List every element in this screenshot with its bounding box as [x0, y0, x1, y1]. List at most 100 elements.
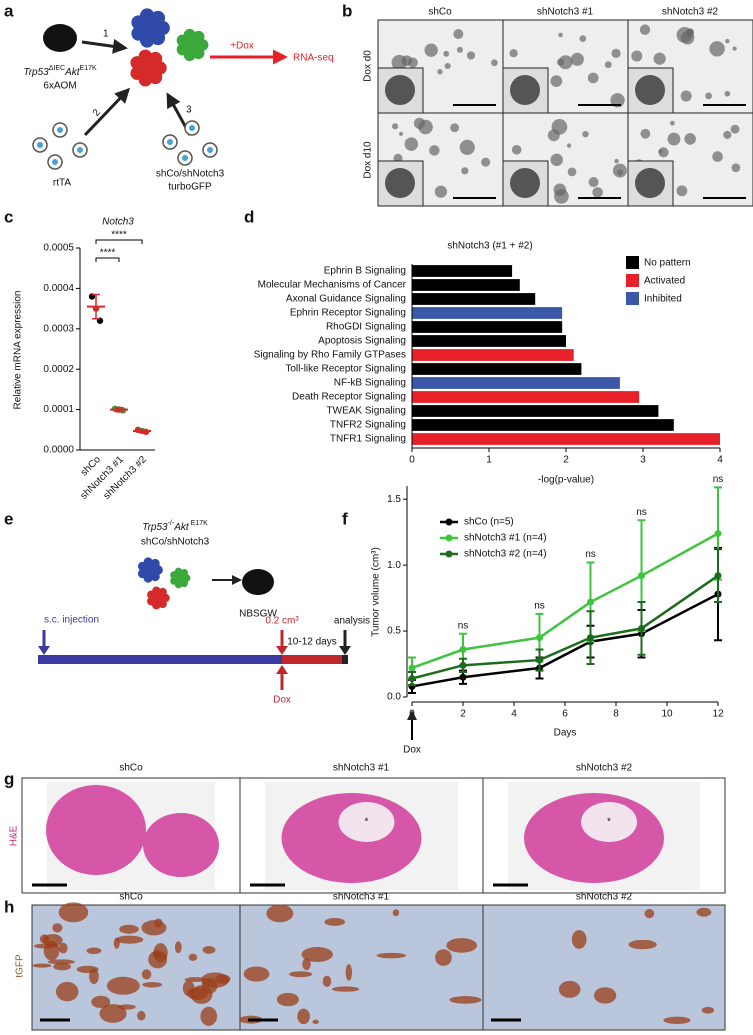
significance-bracket	[95, 257, 120, 262]
organoid	[511, 144, 522, 155]
legend-label: Activated	[644, 276, 685, 287]
gene: Akt	[64, 67, 81, 78]
y-tick-label: 0.0003	[43, 323, 74, 334]
point	[638, 572, 645, 580]
category-label: NF-kB Signaling	[334, 378, 406, 389]
x-tick-label: 12	[712, 709, 724, 720]
bar	[412, 363, 582, 375]
chart-title: shNotch3 (#1 + #2)	[447, 241, 532, 252]
x-tick-label: 1	[486, 455, 492, 466]
organoid	[676, 185, 688, 197]
stain	[91, 995, 111, 1008]
stain	[297, 1008, 310, 1025]
organoid	[680, 90, 692, 102]
organoid	[547, 129, 560, 142]
panel-e: Trp53-/-Akt E17K shCo/shNotch3 NBSGW s.c.…	[38, 520, 370, 706]
organoid	[558, 55, 573, 70]
column-title: shNotch3 #1	[333, 892, 390, 903]
inset-organoid	[635, 168, 665, 198]
column-title: shCo	[119, 892, 143, 903]
ihc-image	[482, 904, 726, 1031]
host-label: NBSGW	[239, 609, 277, 620]
vector-label: turboGFP	[168, 182, 212, 193]
stain	[58, 902, 89, 923]
stain	[148, 950, 168, 969]
stain	[141, 969, 152, 980]
bar	[412, 349, 574, 361]
bar	[412, 391, 640, 403]
row-label: Dox d0	[363, 50, 374, 82]
legend-label: shNotch3 #2 (n=4)	[464, 549, 547, 560]
stain	[644, 909, 655, 919]
stain	[266, 904, 294, 923]
point	[638, 624, 645, 632]
significance-label: ns	[458, 620, 469, 631]
category-label: TWEAK Signaling	[327, 406, 406, 417]
stain	[449, 996, 482, 1004]
threshold-label: 0.2 cm³	[265, 616, 299, 627]
organoid	[429, 145, 440, 156]
legend-marker	[445, 534, 453, 542]
vector-label: shCo/shNotch3	[141, 537, 210, 548]
stain	[174, 941, 182, 954]
timeline-end	[342, 655, 348, 664]
superscript: -/-	[168, 520, 175, 527]
stain	[117, 1004, 136, 1010]
y-tick-label: 0.0004	[43, 283, 74, 294]
organoid	[639, 24, 651, 35]
gene: Akt	[173, 522, 190, 533]
y-tick-label: 1.5	[387, 494, 401, 505]
point	[536, 656, 543, 664]
stain	[376, 952, 407, 959]
virus-core	[182, 155, 188, 161]
organoid	[658, 149, 663, 154]
organoid	[712, 151, 723, 162]
series-line	[411, 574, 719, 680]
organoid	[567, 167, 577, 177]
significance-label: ns	[636, 507, 647, 518]
significance-label: ns	[534, 601, 545, 612]
arrowhead	[339, 646, 351, 655]
stain	[201, 977, 218, 994]
organoid	[399, 131, 404, 136]
stain	[312, 1019, 319, 1025]
panel-label: f	[342, 509, 348, 528]
x-tick-label: 4	[717, 455, 723, 466]
organoid	[550, 75, 563, 87]
stain	[302, 958, 311, 971]
stain	[392, 909, 400, 917]
category-label: Signaling by Rho Family GTPases	[254, 350, 406, 361]
dox-label: Dox	[403, 745, 421, 756]
x-axis-label: -log(p-value)	[538, 475, 594, 486]
organoid	[653, 52, 666, 65]
stain	[182, 980, 195, 997]
virus-core	[77, 147, 83, 153]
panel-label: d	[244, 207, 254, 226]
column-title: shCo	[428, 7, 452, 18]
organoid	[491, 59, 498, 67]
organoid	[617, 169, 623, 176]
organoid	[556, 58, 565, 66]
y-tick-label: 0.0001	[43, 404, 74, 415]
organoid	[723, 130, 732, 139]
legend-marker	[445, 518, 453, 526]
stain	[322, 975, 332, 987]
category-label: TNFR1 Signaling	[330, 434, 406, 445]
organoid	[579, 35, 587, 42]
organoid	[570, 52, 584, 66]
y-axis-label: Relative mRNA expression	[13, 291, 24, 410]
organoid-core	[182, 35, 202, 55]
bar	[412, 321, 563, 333]
virus-core	[167, 139, 173, 145]
significance-label: ns	[585, 549, 596, 560]
injection-label: s.c. injection	[44, 615, 99, 626]
virus-core	[207, 147, 213, 153]
bar	[412, 265, 513, 277]
y-tick-label: 1.0	[387, 560, 401, 571]
superscript: E17K	[191, 520, 208, 527]
significance-label: ns	[713, 474, 724, 485]
x-tick-label: 2	[460, 709, 466, 720]
organoid	[684, 133, 696, 145]
bar	[412, 433, 720, 445]
